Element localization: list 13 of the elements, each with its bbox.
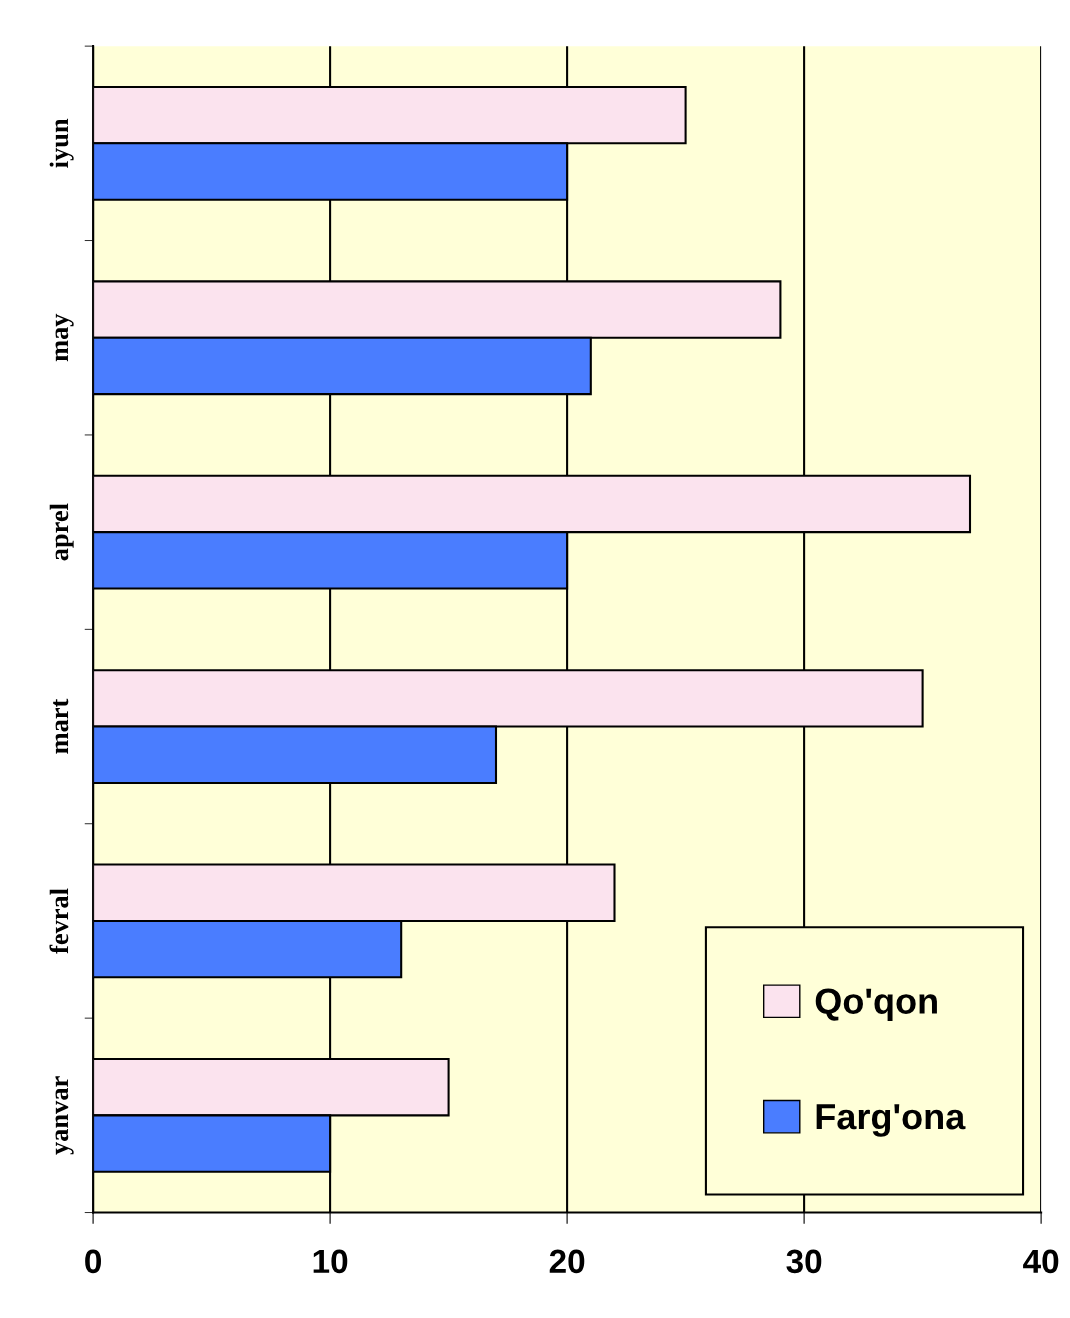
x-tick-label: 40 <box>1023 1249 1059 1274</box>
y-tick-label: aprel <box>49 503 74 561</box>
y-tick-label: mart <box>53 698 69 754</box>
x-tick-label: 0 <box>85 1249 101 1274</box>
y-tick-label: iyun <box>49 118 74 168</box>
legend-label: Qo'qon <box>815 988 937 1022</box>
x-tick-label: 10 <box>313 1249 348 1274</box>
legend-label: Farg'ona <box>816 1104 966 1137</box>
y-tick-label: yanvar <box>55 1076 74 1155</box>
x-tick-label: 20 <box>549 1249 585 1274</box>
y-tick-label: fevral <box>49 888 69 954</box>
y-tick-label: may <box>55 313 74 362</box>
x-tick-label: 30 <box>786 1249 822 1274</box>
